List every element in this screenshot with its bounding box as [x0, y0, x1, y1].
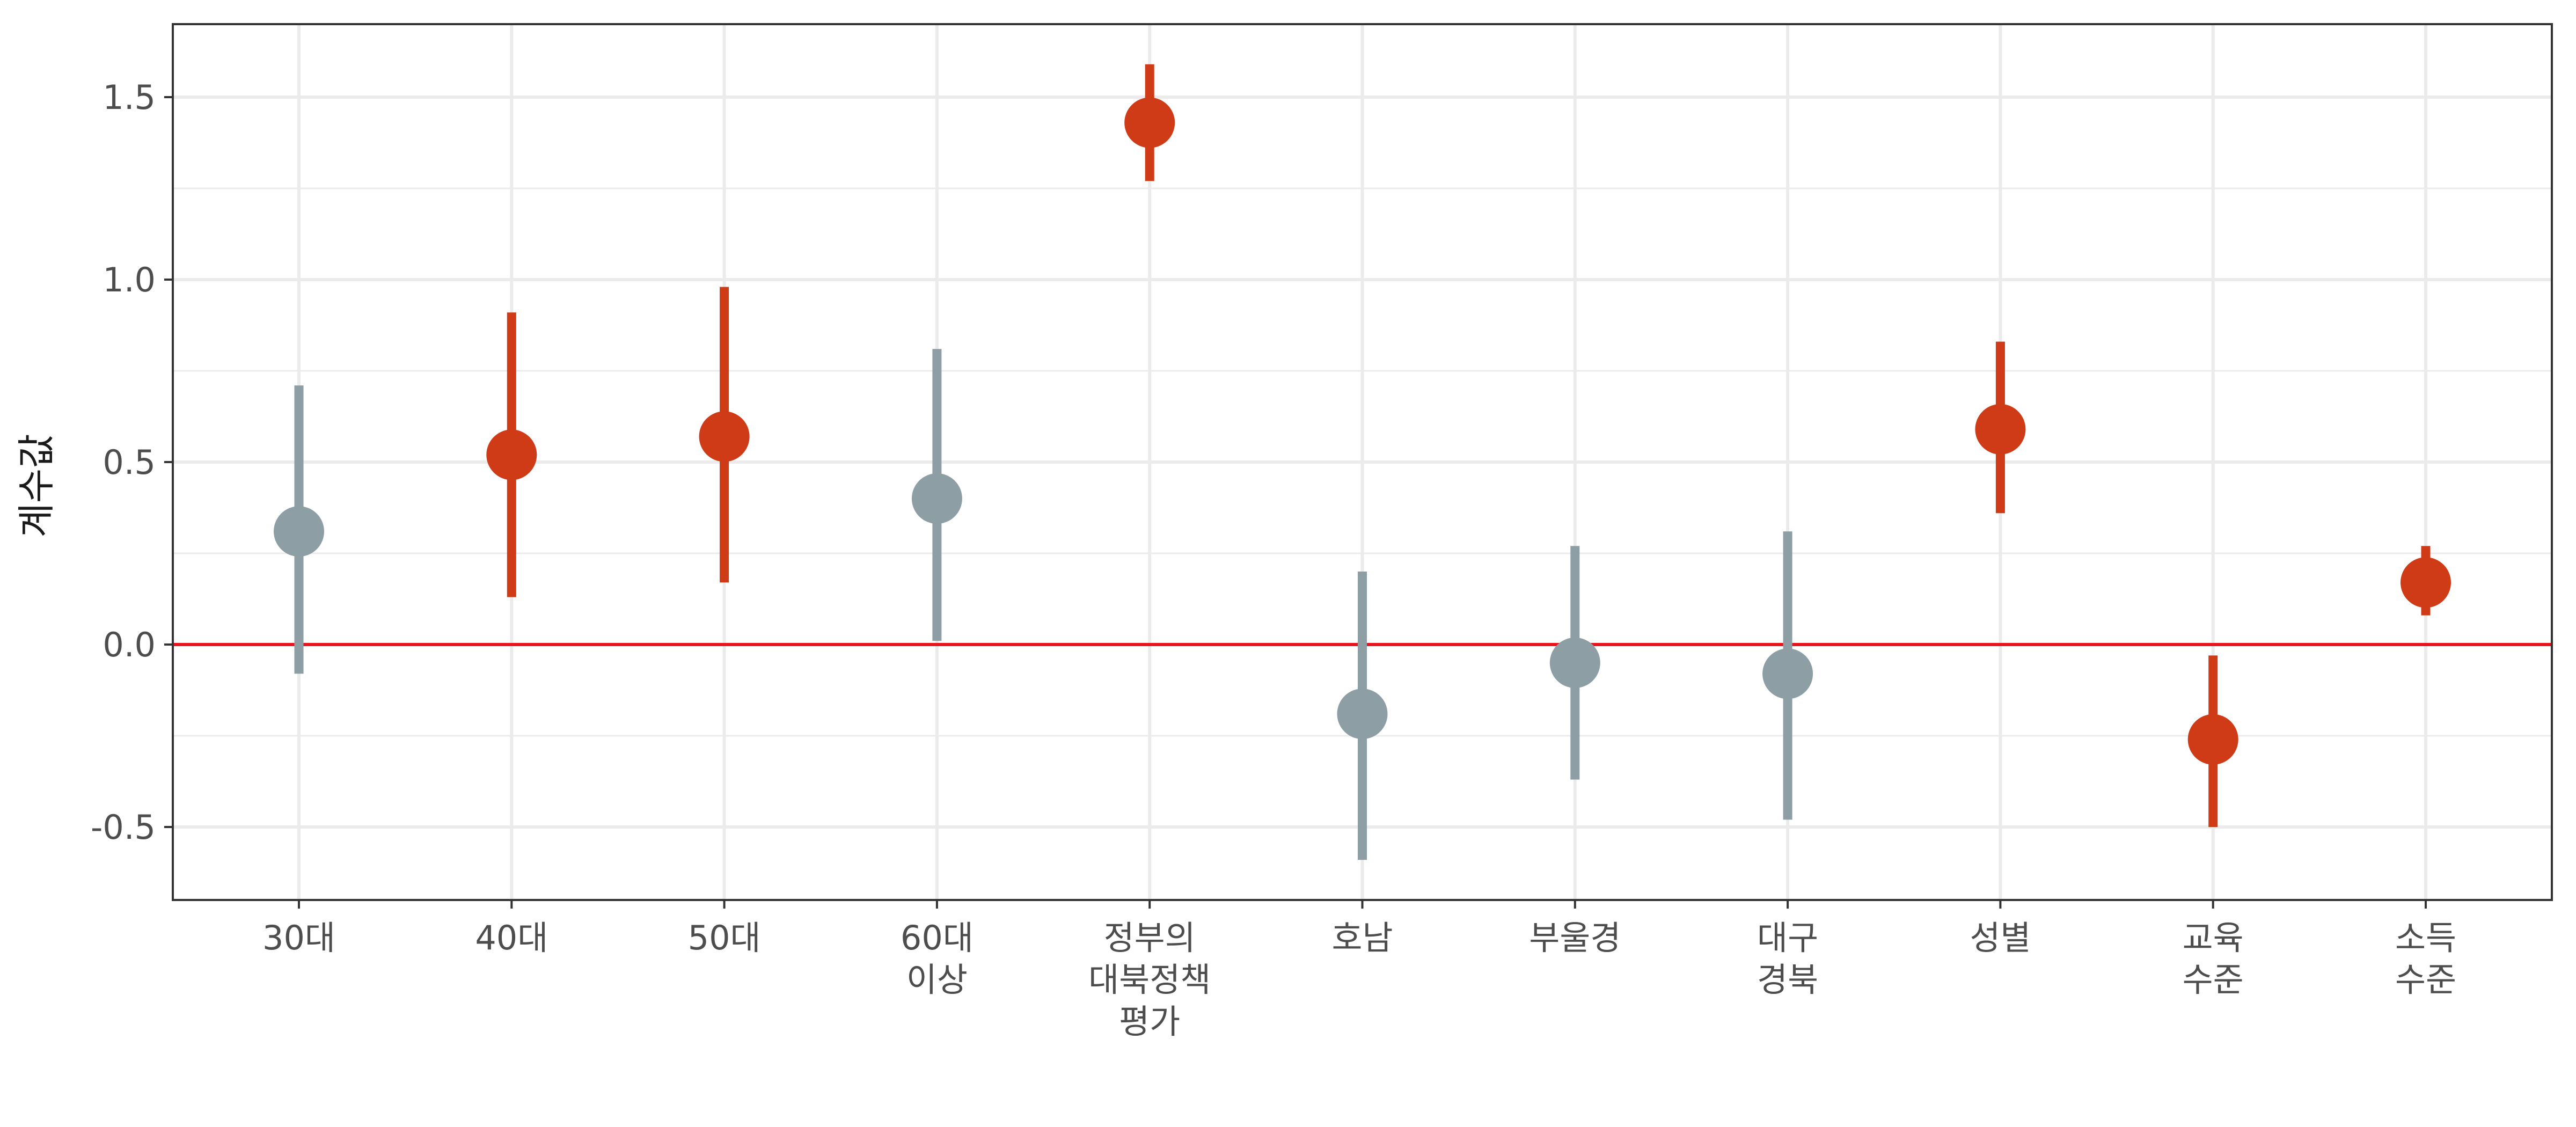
estimate-points: [274, 97, 2451, 765]
x-tick-label: 평가: [1119, 1002, 1180, 1041]
estimate-point: [1124, 97, 1175, 148]
estimate-point: [1549, 638, 1600, 688]
x-tick-label: 이상: [906, 960, 968, 999]
x-tick-label: 경북: [1757, 960, 1818, 999]
x-tick-label: 교육: [2183, 918, 2244, 957]
x-tick-label: 대구: [1757, 918, 1818, 957]
x-tick-label: 수준: [2183, 960, 2244, 999]
x-tick-label: 대북정책: [1088, 960, 1211, 999]
x-tick-label: 40대: [475, 918, 548, 957]
y-tick-label: 0.0: [103, 625, 156, 664]
estimate-point: [1975, 404, 2026, 455]
y-axis-ticks: -0.5 0.0 0.5 1.0 1.5: [91, 78, 173, 847]
y-tick-label: -0.5: [91, 808, 156, 847]
x-tick-label: 30대: [262, 918, 335, 957]
y-axis-title: 계수값: [14, 434, 58, 537]
y-tick-label: 0.5: [103, 443, 156, 482]
estimate-point: [699, 411, 750, 462]
estimate-point: [2187, 714, 2238, 765]
x-tick-label: 수준: [2395, 960, 2456, 999]
x-tick-label: 성별: [1970, 918, 2031, 957]
y-tick-label: 1.0: [103, 260, 156, 299]
estimate-point: [1762, 648, 1813, 699]
estimate-point: [911, 473, 962, 524]
x-tick-label: 정부의: [1104, 918, 1196, 957]
x-tick-label: 부울경: [1529, 918, 1621, 957]
estimate-point: [274, 506, 324, 557]
x-tick-label: 60대: [901, 918, 974, 957]
x-tick-label: 50대: [688, 918, 761, 957]
estimate-point: [486, 429, 537, 480]
x-tick-label: 소득: [2395, 918, 2456, 957]
x-tick-label: 호남: [1331, 918, 1393, 957]
y-tick-label: 1.5: [103, 78, 156, 117]
estimate-point: [2401, 557, 2451, 608]
estimate-point: [1337, 689, 1388, 740]
